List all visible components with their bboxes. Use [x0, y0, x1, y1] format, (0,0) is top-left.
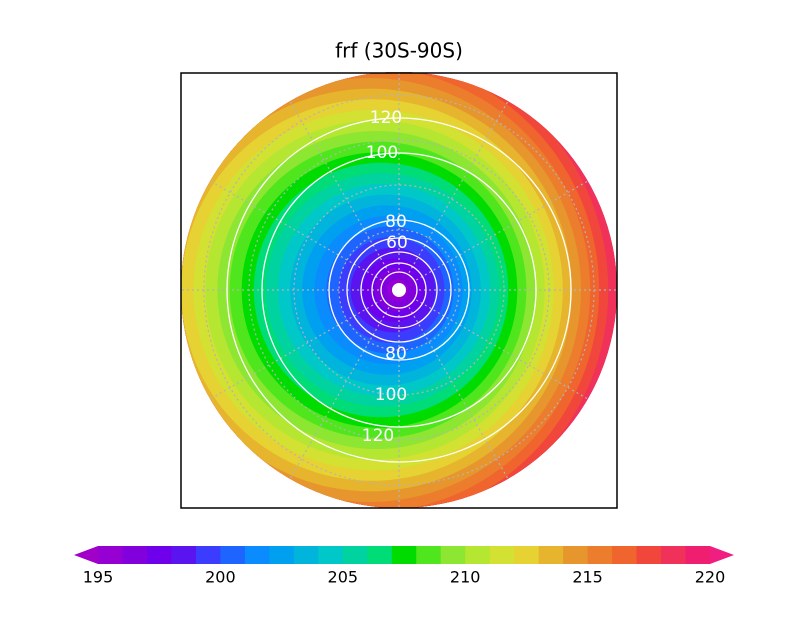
colorbar-box [269, 546, 295, 564]
colorbar-box [612, 546, 638, 564]
colorbar: 195 200 205 210 215 220 [74, 546, 734, 587]
contour-label: 100 [366, 143, 398, 163]
colorbar-box [514, 546, 540, 564]
colorbar-box [318, 546, 344, 564]
frame [180, 72, 618, 509]
colorbar-box [244, 546, 270, 564]
contour-label: 80 [385, 344, 407, 364]
colorbar-box [489, 546, 515, 564]
colorbar-tick-label: 195 [83, 568, 114, 587]
contour [261, 152, 537, 428]
graticule [408, 100, 509, 273]
colorbar-box [538, 546, 564, 564]
colorbar-box [440, 546, 466, 564]
contour-label: 60 [386, 233, 408, 253]
graticule [289, 100, 390, 273]
graticule [209, 180, 382, 281]
colorbar-box [171, 546, 197, 564]
colorbar-box [293, 546, 319, 564]
colorbar-tick-label: 215 [572, 568, 603, 587]
colorbar-box [342, 546, 368, 564]
colorbar-box [416, 546, 442, 564]
contour [346, 237, 452, 343]
colorbar-tick-label: 220 [695, 568, 726, 587]
colorbar-box [685, 546, 711, 564]
colorbar-box [636, 546, 662, 564]
graticule [408, 307, 509, 480]
colorbar-box [122, 546, 148, 564]
contour [226, 117, 572, 463]
colorbar-box [220, 546, 246, 564]
contour [360, 251, 438, 329]
title: frf (30S-90S) [335, 39, 463, 63]
colorbar-box [563, 546, 589, 564]
contour-label: 100 [375, 385, 407, 405]
pole [392, 283, 406, 297]
colorbar-tick-label: 200 [205, 568, 236, 587]
contour-label: 120 [370, 108, 402, 128]
colorbar-box [465, 546, 491, 564]
colorbar-box [98, 546, 123, 564]
contour-label: 120 [362, 426, 394, 446]
colorbar-box [587, 546, 613, 564]
contour [371, 262, 427, 318]
colorbar-box [391, 546, 417, 564]
colorbar-box [146, 546, 172, 564]
colorbar-box [195, 546, 221, 564]
colorbar-lower [74, 546, 98, 564]
graticule [289, 307, 390, 480]
colorbar-box [661, 546, 687, 564]
colorbar-tick-label: 210 [450, 568, 481, 587]
contour-label: 80 [385, 212, 407, 232]
colorbar-tick-label: 205 [328, 568, 359, 587]
contour [328, 219, 470, 361]
graticule [209, 299, 382, 400]
colorbar-box [367, 546, 393, 564]
colorbar-upper [710, 546, 734, 564]
contour [380, 271, 418, 309]
